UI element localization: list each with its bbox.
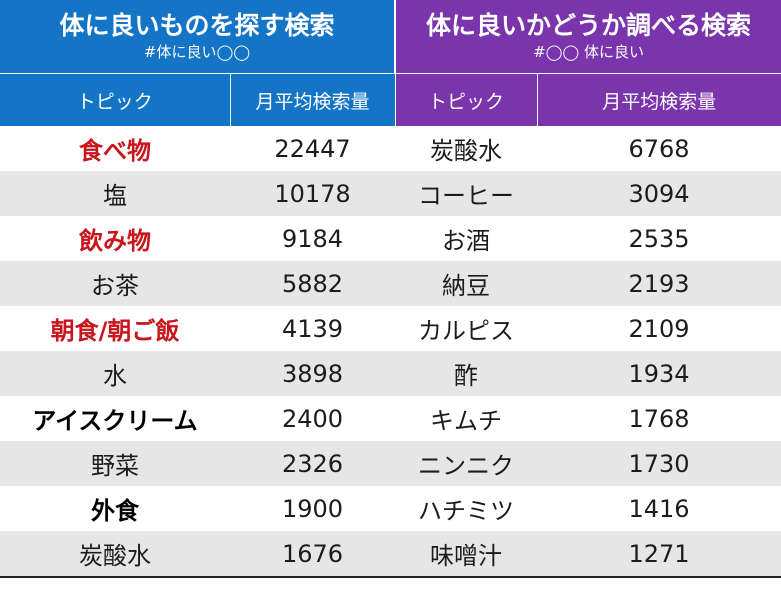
right-panel-title-block: 体に良いかどうか調べる検索 #◯◯ 体に良い bbox=[395, 0, 781, 74]
right-topic-cell: 酢 bbox=[395, 351, 538, 396]
left-topic-cell: 飲み物 bbox=[0, 216, 230, 261]
left-volume-cell: 1900 bbox=[230, 486, 396, 531]
table-row: 食べ物 22447 炭酸水 6768 bbox=[0, 126, 781, 171]
right-volume-cell: 3094 bbox=[537, 171, 781, 216]
table-row: アイスクリーム 2400 キムチ 1768 bbox=[0, 396, 781, 441]
left-topic-cell: お茶 bbox=[0, 261, 230, 306]
left-panel-title-block: 体に良いものを探す検索 #体に良い◯◯ bbox=[0, 0, 397, 74]
table-row: 飲み物 9184 お酒 2535 bbox=[0, 216, 781, 261]
left-volume-cell: 5882 bbox=[230, 261, 396, 306]
left-volume-cell: 10178 bbox=[230, 171, 396, 216]
right-volume-cell: 1934 bbox=[537, 351, 781, 396]
right-volume-cell: 2535 bbox=[537, 216, 781, 261]
right-volume-cell: 1768 bbox=[537, 396, 781, 441]
right-panel-subtitle: #◯◯ 体に良い bbox=[533, 43, 644, 61]
left-topic-cell: アイスクリーム bbox=[0, 396, 230, 441]
left-volume-cell: 1676 bbox=[230, 531, 396, 578]
table-row: 塩 10178 コーヒー 3094 bbox=[0, 171, 781, 216]
left-volume-header: 月平均検索量 bbox=[229, 73, 396, 126]
right-volume-cell: 2193 bbox=[537, 261, 781, 306]
left-topic-cell: 野菜 bbox=[0, 441, 230, 486]
table-row: 外食 1900 ハチミツ 1416 bbox=[0, 486, 781, 531]
left-topic-cell: 外食 bbox=[0, 486, 230, 531]
left-panel-subtitle: #体に良い◯◯ bbox=[143, 43, 251, 61]
left-panel-title: 体に良いものを探す検索 bbox=[59, 11, 335, 40]
right-topic-header: トピック bbox=[394, 73, 538, 126]
right-volume-cell: 1271 bbox=[537, 531, 781, 578]
left-topic-cell: 食べ物 bbox=[0, 126, 230, 171]
right-panel-title: 体に良いかどうか調べる検索 bbox=[426, 11, 752, 40]
table-row: 炭酸水 1676 味噌汁 1271 bbox=[0, 531, 781, 578]
right-topic-cell: コーヒー bbox=[395, 171, 538, 216]
right-topic-cell: お酒 bbox=[395, 216, 538, 261]
right-volume-cell: 6768 bbox=[537, 126, 781, 171]
right-volume-cell: 1416 bbox=[537, 486, 781, 531]
left-topic-cell: 朝食/朝ご飯 bbox=[0, 306, 230, 351]
left-volume-cell: 4139 bbox=[230, 306, 396, 351]
table-row: 野菜 2326 ニンニク 1730 bbox=[0, 441, 781, 486]
right-topic-cell: カルピス bbox=[395, 306, 538, 351]
table-row: 朝食/朝ご飯 4139 カルピス 2109 bbox=[0, 306, 781, 351]
left-volume-cell: 22447 bbox=[230, 126, 396, 171]
table-row: 水 3898 酢 1934 bbox=[0, 351, 781, 396]
search-volume-table: 体に良いものを探す検索 #体に良い◯◯ 体に良いかどうか調べる検索 #◯◯ 体に… bbox=[0, 0, 781, 578]
right-topic-cell: キムチ bbox=[395, 396, 538, 441]
left-topic-cell: 塩 bbox=[0, 171, 230, 216]
right-topic-cell: ニンニク bbox=[395, 441, 538, 486]
table-body: 食べ物 22447 炭酸水 6768 塩 10178 コーヒー 3094 飲み物 9184 お酒 25… bbox=[0, 126, 781, 578]
right-volume-cell: 1730 bbox=[537, 441, 781, 486]
left-topic-cell: 水 bbox=[0, 351, 230, 396]
left-topic-header: トピック bbox=[0, 73, 230, 126]
right-volume-cell: 2109 bbox=[537, 306, 781, 351]
left-volume-cell: 2326 bbox=[230, 441, 396, 486]
right-topic-cell: ハチミツ bbox=[395, 486, 538, 531]
table-row: お茶 5882 納豆 2193 bbox=[0, 261, 781, 306]
right-volume-header: 月平均検索量 bbox=[536, 73, 781, 126]
left-volume-cell: 2400 bbox=[230, 396, 396, 441]
right-topic-cell: 炭酸水 bbox=[395, 126, 538, 171]
left-topic-cell: 炭酸水 bbox=[0, 531, 230, 578]
left-volume-cell: 9184 bbox=[230, 216, 396, 261]
left-volume-cell: 3898 bbox=[230, 351, 396, 396]
right-topic-cell: 納豆 bbox=[395, 261, 538, 306]
right-topic-cell: 味噌汁 bbox=[395, 531, 538, 578]
